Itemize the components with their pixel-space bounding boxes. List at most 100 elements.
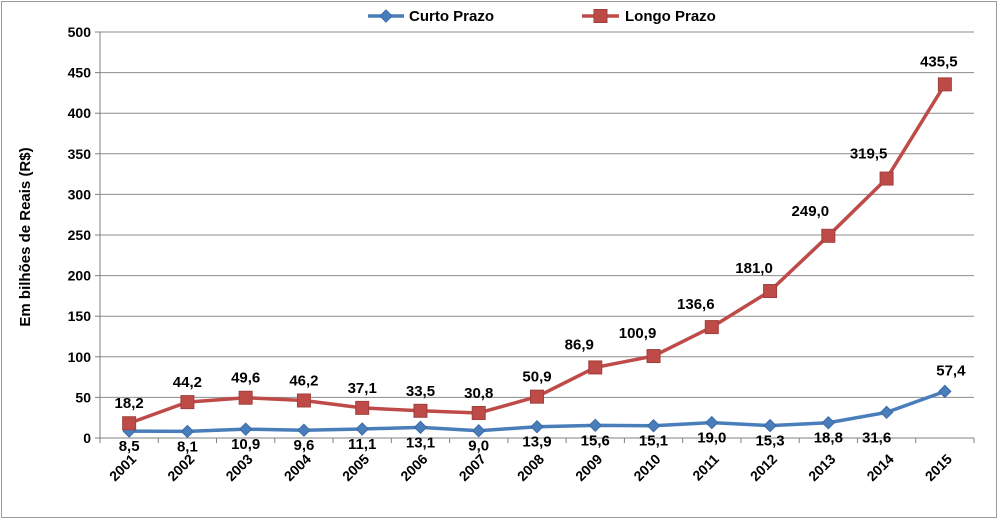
x-tick-label: 2004: [281, 451, 314, 484]
y-tick-label: 500: [68, 24, 92, 40]
data-point: [588, 418, 602, 433]
data-label: 13,9: [522, 434, 551, 451]
data-label: 30,8: [464, 385, 493, 402]
series-curto-prazo: [122, 384, 952, 439]
legend-marker: [593, 9, 608, 23]
y-tick-label: 200: [68, 268, 92, 284]
data-label: 37,1: [348, 380, 377, 397]
data-point: [472, 423, 486, 438]
data-point: [588, 360, 603, 375]
axes: [99, 32, 974, 439]
data-label: 31,6: [862, 429, 891, 446]
data-point: [413, 420, 428, 435]
y-tick-label: 50: [75, 389, 91, 405]
x-tick-label: 2005: [339, 451, 372, 484]
legend-item-curto-prazo: Curto Prazo: [368, 8, 494, 25]
y-tick-label: 450: [68, 65, 92, 81]
data-point: [238, 390, 253, 405]
data-point: [821, 416, 836, 430]
x-tick-label: 2015: [922, 451, 955, 484]
y-tick-label: 0: [83, 430, 91, 446]
x-tick-label: 2010: [630, 451, 663, 484]
data-point: [821, 228, 836, 243]
x-tick-label: 2003: [222, 451, 255, 484]
gridlines: [100, 31, 974, 398]
legend-item-longo-prazo: Longo Prazo: [582, 8, 716, 25]
data-point: [646, 419, 661, 433]
data-point: [180, 395, 195, 410]
data-label: 8,5: [119, 438, 140, 455]
x-tick-label: 2013: [805, 451, 838, 484]
data-label: 15,6: [581, 432, 610, 449]
x-tick-label: 2009: [572, 451, 605, 484]
x-tick-label: 2001: [106, 451, 139, 484]
data-point: [879, 405, 894, 420]
data-label: 57,4: [936, 362, 966, 379]
data-point: [530, 389, 544, 404]
data-label: 50,9: [522, 369, 551, 386]
y-axis-label: Em bilhões de Reais (R$): [17, 147, 34, 326]
x-tick-label: 2012: [747, 451, 780, 484]
y-axis-ticks: 0 50 100 150 200 250 300 350 400 450 500: [68, 24, 100, 446]
data-labels: 8,5 8,1 10,9 9,6 11,1 13,1 9,0 13,9 15,6 15,1 19,0…: [115, 53, 967, 455]
data-point: [180, 424, 195, 439]
data-label: 8,1: [177, 438, 198, 455]
data-label: 18,8: [814, 430, 843, 447]
data-point: [705, 415, 719, 430]
y-tick-label: 250: [68, 227, 92, 243]
data-point: [937, 77, 952, 92]
data-label: 15,3: [755, 433, 784, 450]
data-point: [122, 416, 137, 431]
data-label: 13,1: [406, 434, 435, 451]
data-label: 33,5: [406, 383, 435, 400]
data-label: 10,9: [231, 436, 260, 453]
data-label: 181,0: [735, 260, 773, 277]
data-label: 19,0: [697, 430, 726, 447]
data-point: [355, 400, 370, 415]
legend-label: Curto Prazo: [409, 8, 494, 25]
x-tick-label: 2006: [397, 451, 430, 484]
data-label: 249,0: [792, 203, 830, 220]
data-point: [938, 384, 952, 399]
data-label: 18,2: [115, 395, 144, 412]
data-label: 44,2: [173, 374, 202, 391]
data-point: [646, 349, 661, 364]
y-tick-label: 100: [68, 349, 92, 365]
data-point: [413, 403, 428, 418]
data-label: 86,9: [565, 336, 594, 353]
data-label: 15,1: [639, 433, 668, 450]
data-point: [238, 422, 253, 436]
data-point: [704, 320, 719, 335]
x-tick-label: 2011: [689, 451, 722, 484]
data-label: 319,5: [850, 146, 888, 163]
y-tick-label: 350: [68, 146, 92, 162]
y-tick-label: 150: [68, 308, 92, 324]
series-longo-prazo: [122, 77, 952, 431]
data-point: [763, 284, 778, 299]
data-point: [763, 418, 777, 433]
y-tick-label: 300: [68, 186, 92, 202]
legend-marker: [379, 9, 393, 23]
data-point: [355, 422, 369, 436]
data-point: [530, 420, 544, 434]
data-label: 136,6: [677, 296, 715, 313]
data-point: [296, 393, 311, 408]
x-tick-label: 2014: [863, 451, 896, 484]
data-point: [471, 405, 486, 420]
legend-label: Longo Prazo: [625, 8, 716, 25]
x-tick-label: 2007: [456, 451, 489, 484]
data-label: 49,6: [231, 370, 260, 387]
legend: Curto Prazo Longo Prazo: [368, 8, 716, 25]
data-label: 11,1: [348, 436, 376, 453]
series-group: [122, 77, 952, 439]
data-point: [879, 171, 894, 186]
data-label: 100,9: [619, 325, 657, 342]
x-tick-label: 2002: [164, 451, 197, 484]
data-label: 46,2: [289, 372, 318, 389]
x-tick-label: 2008: [514, 451, 547, 484]
y-tick-label: 400: [68, 105, 92, 121]
data-point: [297, 423, 311, 437]
data-label: 9,6: [294, 437, 315, 454]
